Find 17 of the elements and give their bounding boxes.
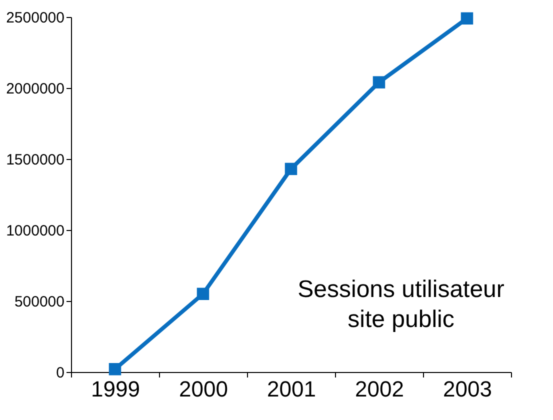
point <box>196 288 210 300</box>
y-tick-label: 500000 <box>14 294 64 310</box>
point <box>108 363 122 376</box>
x-tick-label: 2003 <box>443 376 492 402</box>
x-tick-label: 1999 <box>91 376 140 402</box>
y-tick-label: 0 <box>56 364 64 382</box>
x-tick-label: 2002 <box>355 376 404 402</box>
point <box>284 162 298 176</box>
point <box>460 12 474 25</box>
x-tick-label: 2001 <box>267 376 316 402</box>
y-tick-label: 1500000 <box>6 152 64 168</box>
annotation: Sessions utilisateur site public <box>298 276 504 333</box>
y-tick-label: 2500000 <box>6 10 64 26</box>
point <box>372 76 386 88</box>
x-tick-label: 2000 <box>179 376 228 402</box>
y-tick-label: 2000000 <box>6 80 64 98</box>
y-tick-label: 1000000 <box>6 222 64 240</box>
